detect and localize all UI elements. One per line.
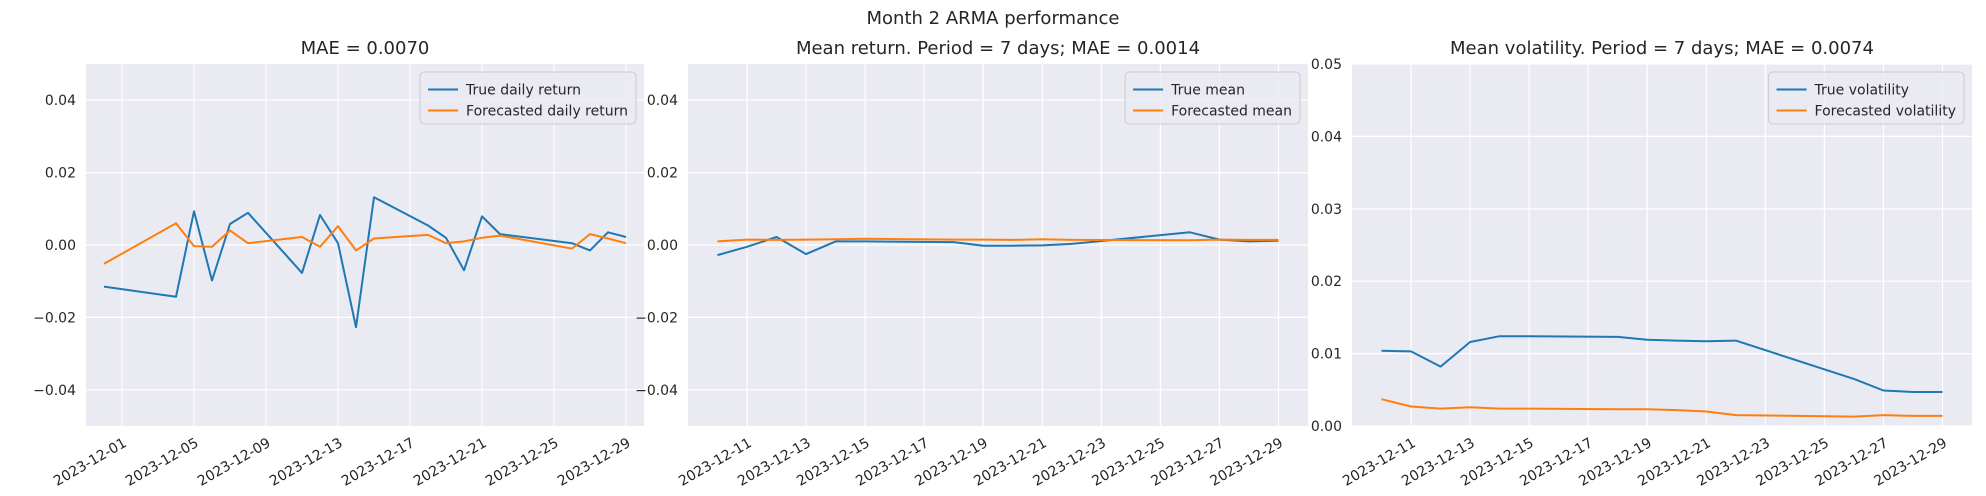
- subplot-title: MAE = 0.0070: [301, 38, 430, 59]
- series-line-forecast: [1381, 398, 1943, 418]
- legend: True daily return Forecasted daily return: [419, 71, 637, 125]
- legend-frame: [1124, 71, 1301, 125]
- y-tick-label: 0.00: [647, 238, 678, 254]
- y-tick-label: 0.04: [45, 93, 76, 109]
- y-tick-label: 0.05: [1311, 57, 1342, 73]
- y-tick-label: 0.00: [1311, 419, 1342, 435]
- subplot-title: Mean return. Period = 7 days; MAE = 0.00…: [796, 38, 1200, 59]
- subplots: −0.04−0.020.000.020.042023-12-012023-12-…: [33, 38, 1972, 490]
- legend: True mean Forecasted mean: [1124, 71, 1301, 125]
- subplot-2: −0.04−0.020.000.020.042023-12-112023-12-…: [635, 38, 1308, 490]
- subplot-1: −0.04−0.020.000.020.042023-12-012023-12-…: [33, 38, 644, 490]
- y-tick-label: −0.04: [33, 383, 76, 399]
- legend: True volatility Forecasted volatility: [1768, 71, 1965, 125]
- series-line-forecast: [717, 237, 1279, 243]
- y-tick-label: 0.04: [647, 93, 678, 109]
- y-tick-label: 0.02: [45, 166, 76, 182]
- legend-label: True volatility: [1814, 83, 1909, 99]
- y-tick-label: 0.00: [45, 238, 76, 254]
- y-tick-label: 0.02: [647, 166, 678, 182]
- y-tick-label: 0.02: [1311, 274, 1342, 290]
- legend-label: Forecasted volatility: [1815, 104, 1956, 120]
- legend-label: True daily return: [465, 83, 581, 99]
- series-line-true: [103, 196, 627, 329]
- legend-frame: [419, 71, 637, 125]
- y-tick-label: 0.01: [1311, 347, 1342, 363]
- legend-label: True mean: [1170, 83, 1245, 99]
- y-tick-label: −0.02: [635, 310, 678, 326]
- legend-label: Forecasted daily return: [466, 104, 628, 120]
- y-tick-label: 0.04: [1311, 129, 1342, 145]
- legend-label: Forecasted mean: [1171, 104, 1292, 120]
- series-line-true: [1381, 335, 1943, 393]
- y-tick-label: −0.02: [33, 310, 76, 326]
- series-line-true: [717, 231, 1279, 257]
- legend-frame: [1768, 71, 1965, 125]
- subplot-3: 0.000.010.020.030.040.052023-12-112023-1…: [1311, 38, 1972, 490]
- figure-suptitle: Month 2 ARMA performance: [867, 8, 1120, 29]
- series-line-forecast: [103, 222, 627, 265]
- y-tick-label: 0.03: [1311, 202, 1342, 218]
- y-tick-label: −0.04: [635, 383, 678, 399]
- subplot-title: Mean volatility. Period = 7 days; MAE = …: [1450, 38, 1874, 59]
